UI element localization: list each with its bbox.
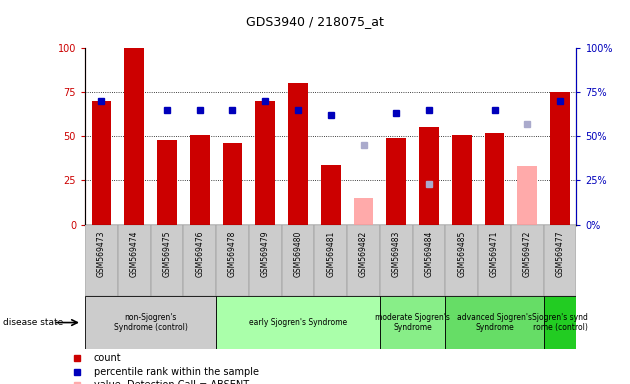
Bar — [353, 198, 374, 225]
Bar — [249, 225, 282, 296]
Text: Sjogren's synd
rome (control): Sjogren's synd rome (control) — [532, 313, 588, 332]
Bar — [380, 296, 445, 349]
Text: GSM569478: GSM569478 — [228, 230, 237, 277]
Text: disease state: disease state — [3, 318, 64, 327]
Text: non-Sjogren's
Syndrome (control): non-Sjogren's Syndrome (control) — [113, 313, 188, 332]
Bar — [85, 225, 118, 296]
Bar — [190, 134, 210, 225]
Bar — [321, 165, 341, 225]
Text: count: count — [94, 353, 122, 364]
Bar — [445, 225, 478, 296]
Bar — [288, 83, 308, 225]
Text: GSM569475: GSM569475 — [163, 230, 171, 277]
Text: value, Detection Call = ABSENT: value, Detection Call = ABSENT — [94, 381, 249, 384]
Text: GSM569472: GSM569472 — [523, 230, 532, 277]
Bar — [151, 225, 183, 296]
Text: GSM569476: GSM569476 — [195, 230, 204, 277]
Text: GSM569480: GSM569480 — [294, 230, 302, 277]
Bar — [347, 225, 380, 296]
Text: GSM569474: GSM569474 — [130, 230, 139, 277]
Bar — [386, 138, 406, 225]
Bar — [216, 296, 380, 349]
Bar — [282, 225, 314, 296]
Bar — [452, 134, 472, 225]
Bar — [544, 225, 576, 296]
Text: GSM569471: GSM569471 — [490, 230, 499, 277]
Text: GSM569484: GSM569484 — [425, 230, 433, 277]
Text: advanced Sjogren's
Syndrome: advanced Sjogren's Syndrome — [457, 313, 532, 332]
Bar — [255, 101, 275, 225]
Bar — [445, 296, 544, 349]
Text: GSM569483: GSM569483 — [392, 230, 401, 277]
Text: percentile rank within the sample: percentile rank within the sample — [94, 367, 259, 377]
Text: GSM569485: GSM569485 — [457, 230, 466, 277]
Bar — [484, 133, 505, 225]
Bar — [314, 225, 347, 296]
Bar — [478, 225, 511, 296]
Bar — [222, 143, 243, 225]
Bar — [413, 225, 445, 296]
Bar — [216, 225, 249, 296]
Bar — [91, 101, 112, 225]
Bar — [517, 166, 537, 225]
Bar — [419, 127, 439, 225]
Text: GSM569479: GSM569479 — [261, 230, 270, 277]
Text: GDS3940 / 218075_at: GDS3940 / 218075_at — [246, 15, 384, 28]
Text: GSM569473: GSM569473 — [97, 230, 106, 277]
Text: early Sjogren's Syndrome: early Sjogren's Syndrome — [249, 318, 347, 327]
Bar — [550, 92, 570, 225]
Bar — [544, 296, 576, 349]
Bar — [511, 225, 544, 296]
Bar — [157, 140, 177, 225]
Text: GSM569482: GSM569482 — [359, 230, 368, 276]
Text: GSM569477: GSM569477 — [556, 230, 564, 277]
Bar — [380, 225, 413, 296]
Text: GSM569481: GSM569481 — [326, 230, 335, 276]
Bar — [124, 48, 144, 225]
Bar — [183, 225, 216, 296]
Text: moderate Sjogren's
Syndrome: moderate Sjogren's Syndrome — [375, 313, 450, 332]
Bar — [85, 296, 216, 349]
Bar — [118, 225, 151, 296]
